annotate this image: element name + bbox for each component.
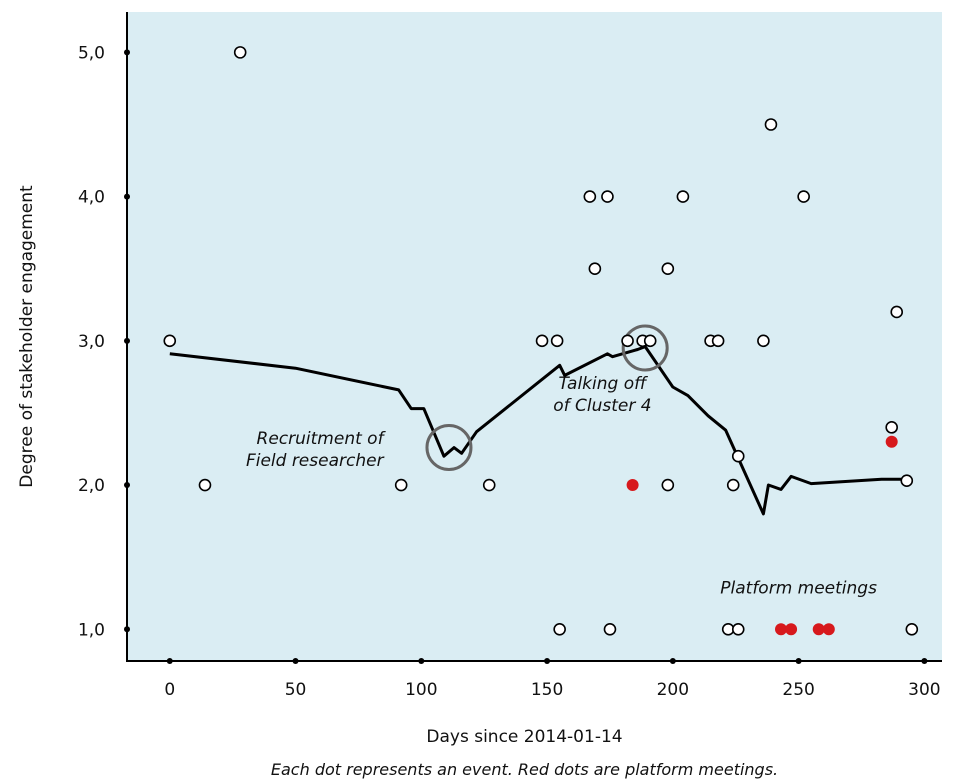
x-tick-dot [544,658,551,664]
platform-meeting-point [626,479,639,492]
annotation-text: Platform meetings [720,578,877,598]
platform-meeting-point [812,623,825,636]
event-point [601,190,614,203]
event-point [233,46,247,59]
y-tick-label: 1,0 [78,620,105,640]
axes-group: 0 50 100 150 200 250 300 1,0 2,0 3,0 4,0 5,0 [78,12,942,700]
x-tick-dot [418,658,425,664]
event-point [900,474,914,488]
platform-meeting-point [822,623,835,636]
y-tick-dot [124,482,130,489]
x-tick-dot [292,658,299,664]
platform-meeting-point [785,623,798,636]
y-tick-label: 4,0 [78,188,105,208]
event-point [198,478,212,492]
event-point [553,622,566,636]
x-tick-label: 200 [657,680,689,700]
x-tick-label: 250 [782,680,814,700]
event-point [661,262,675,276]
event-point [731,449,745,463]
event-point [621,334,634,348]
event-point [643,334,657,348]
event-point [163,334,177,348]
x-tick-label: 50 [285,680,307,700]
event-point [711,334,725,348]
plot-background [127,12,942,661]
highlight-circle [621,324,669,372]
event-point [890,305,904,319]
highlight-circles-group [425,324,669,472]
event-points-group [163,46,919,636]
event-point [583,190,597,203]
event-point [797,190,810,203]
annotation-text: Recruitment of [257,429,387,449]
chart-caption: Each dot represents an event. Red dots a… [271,760,778,779]
platform-meeting-point [775,623,788,636]
x-tick-label: 0 [164,680,175,700]
event-point [603,622,617,636]
event-point [661,478,675,492]
y-tick-dot [124,49,130,56]
x-tick-dot [166,658,173,664]
y-tick-dot [124,626,130,633]
event-point [905,622,919,636]
y-tick-dot [124,337,130,344]
event-point [550,334,564,348]
highlight-circle [425,424,473,472]
annotation-text: of Cluster 4 [553,396,651,416]
event-point [676,190,690,203]
y-axis-title: Degree of stakeholder engagement [17,185,37,488]
event-point [394,478,408,492]
x-tick-label: 300 [908,680,940,700]
x-tick-label: 150 [531,680,563,700]
annotation-text: Field researcher [246,451,385,471]
x-tick-dot [795,658,802,664]
event-point [885,421,898,434]
event-point [588,262,602,276]
x-tick-dot [921,658,928,664]
event-point [757,334,770,348]
x-tick-label: 100 [405,680,437,700]
x-tick-dot [669,658,676,664]
x-axis-title: Days since 2014-01-14 [426,727,622,747]
platform-meeting-point [885,435,898,448]
platform-meeting-points-group [626,435,898,636]
event-point [535,334,549,348]
annotation-text: Talking off [558,374,648,394]
event-point [482,478,496,492]
y-tick-dot [124,193,130,200]
event-point [764,118,778,131]
event-point [731,622,745,636]
y-tick-label: 5,0 [78,43,105,63]
y-tick-label: 3,0 [78,332,105,352]
event-point [726,478,740,492]
y-tick-label: 2,0 [78,476,105,496]
